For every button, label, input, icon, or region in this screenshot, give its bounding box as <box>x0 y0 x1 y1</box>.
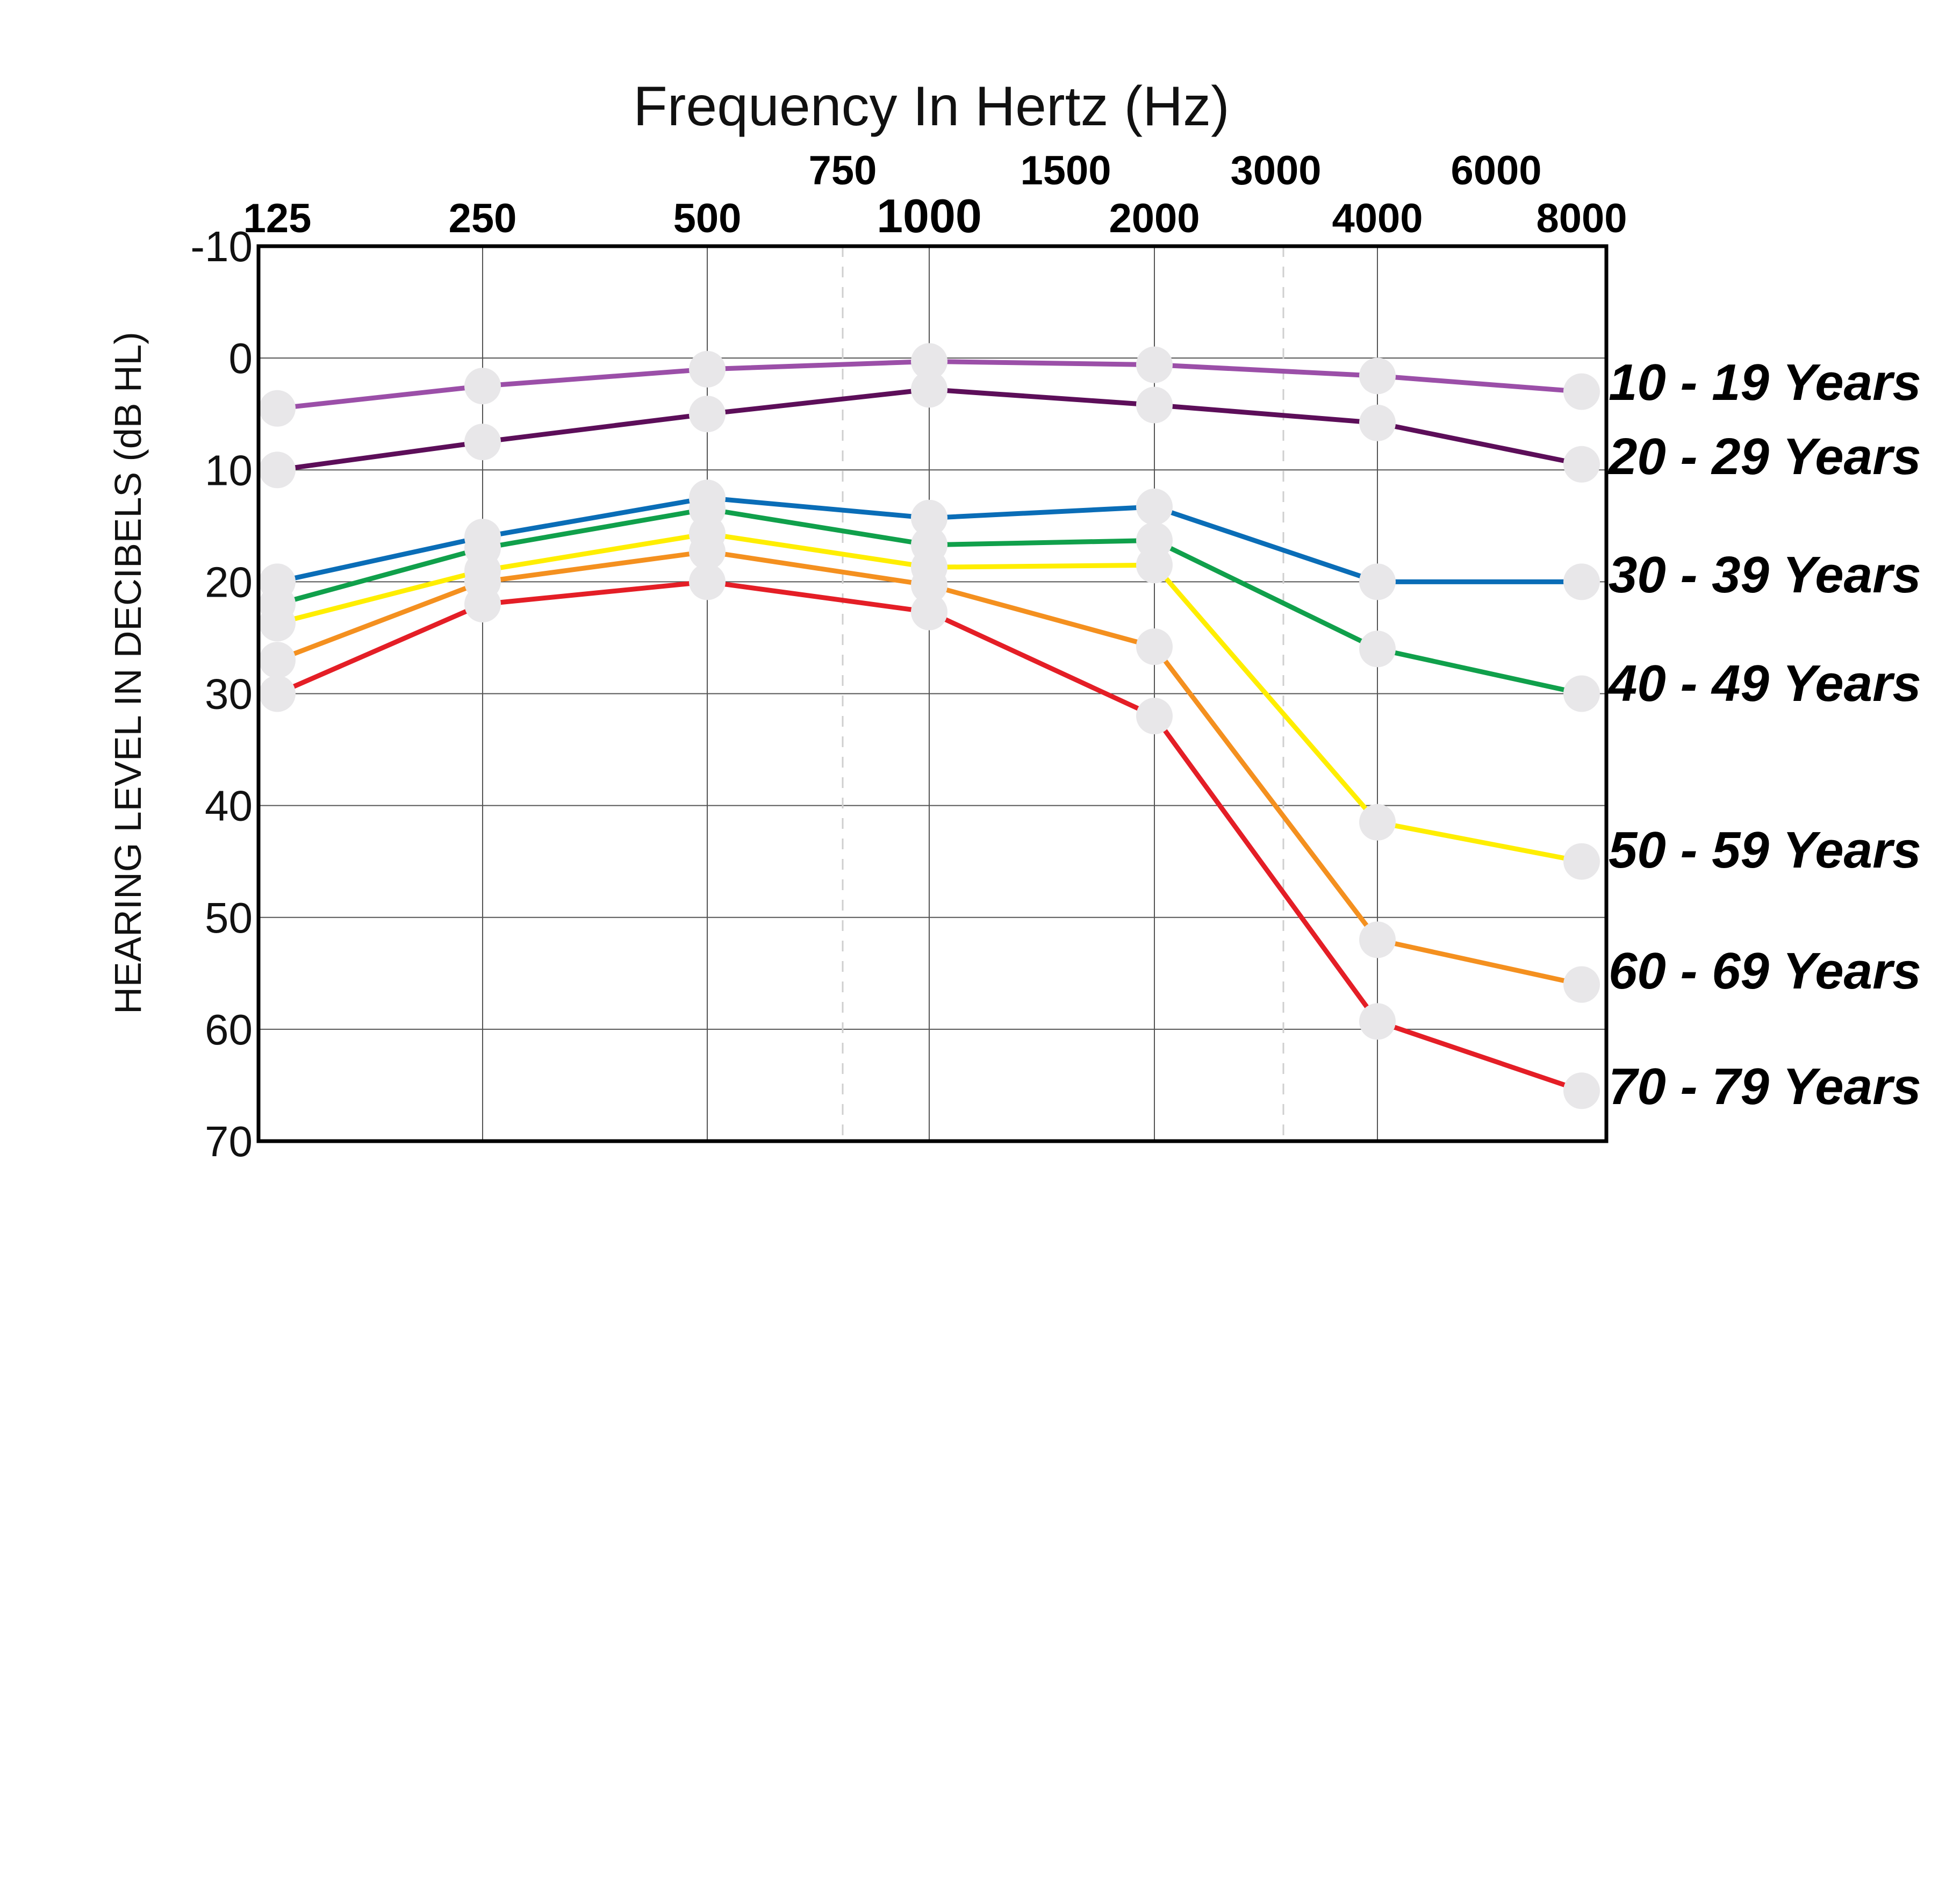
data-point <box>1136 698 1173 735</box>
plot-frame <box>256 244 1609 1143</box>
x-tick-label: 1000 <box>877 189 982 242</box>
x-tick-label: 125 <box>243 196 312 241</box>
data-point <box>1563 373 1600 410</box>
data-point <box>1359 631 1396 668</box>
x-tick-label: 250 <box>449 196 517 241</box>
data-point <box>1136 547 1173 584</box>
data-point <box>911 593 947 631</box>
y-tick-label: 30 <box>205 670 253 718</box>
data-point <box>1563 446 1600 483</box>
legend-entry: 30 - 39 Years <box>1609 546 1921 604</box>
data-point <box>689 350 726 388</box>
data-point <box>1136 488 1173 525</box>
y-tick-label: 20 <box>205 558 253 606</box>
legend-entry: 40 - 49 Years <box>1607 655 1921 712</box>
x-intermediate-tick-label: 750 <box>809 148 877 194</box>
data-point <box>1136 386 1173 424</box>
data-point <box>1563 1072 1600 1109</box>
data-point <box>259 452 296 489</box>
y-tick-label: 50 <box>205 894 253 942</box>
data-point <box>1136 628 1173 665</box>
y-tick-label: 40 <box>205 782 253 830</box>
data-point <box>1136 346 1173 383</box>
legend-entry: 60 - 69 Years <box>1609 942 1921 1000</box>
x-tick-label: 500 <box>673 196 742 241</box>
data-point <box>689 563 726 600</box>
data-point <box>259 642 296 679</box>
data-point <box>1359 1003 1396 1040</box>
legend-entry: 20 - 29 Years <box>1607 428 1921 485</box>
data-point <box>689 396 726 433</box>
axis-ticks: -10 0 10 20 30 40 50 60 70 125 250 500 1000 2000 4000 8… <box>190 148 1627 1165</box>
data-point <box>1563 966 1600 1003</box>
data-point <box>259 675 296 712</box>
data-point <box>1563 675 1600 712</box>
data-point <box>1359 563 1396 600</box>
x-tick-label: 8000 <box>1536 196 1627 241</box>
y-tick-label: -10 <box>190 223 253 270</box>
data-point <box>911 371 947 408</box>
data-point <box>911 499 947 536</box>
data-point <box>464 586 501 622</box>
legend: 10 - 19 Years 20 - 29 Years 30 - 39 Years 4… <box>1607 354 1921 1115</box>
y-tick-label: 0 <box>229 334 253 382</box>
data-point <box>464 368 501 405</box>
x-tick-label: 4000 <box>1332 196 1423 241</box>
x-intermediate-tick-label: 1500 <box>1020 148 1111 194</box>
data-point <box>911 343 947 380</box>
data-point <box>1563 843 1600 880</box>
legend-entry: 10 - 19 Years <box>1609 354 1921 411</box>
legend-entry: 70 - 79 Years <box>1609 1058 1921 1115</box>
data-point <box>259 390 296 427</box>
data-point <box>911 567 947 604</box>
legend-entry: 50 - 59 Years <box>1609 821 1921 879</box>
x-intermediate-tick-label: 6000 <box>1451 148 1541 194</box>
data-point <box>689 533 726 570</box>
data-point <box>464 424 501 461</box>
x-tick-label: 2000 <box>1109 196 1200 241</box>
data-series <box>259 343 1600 1109</box>
data-point <box>1359 357 1396 395</box>
x-intermediate-tick-label: 3000 <box>1230 148 1321 194</box>
y-tick-label: 70 <box>205 1117 253 1165</box>
data-point <box>1359 804 1396 841</box>
data-point <box>259 605 296 642</box>
y-axis-label: HEARING LEVEL IN DECIBELS (dB HL) <box>107 332 149 1014</box>
y-tick-label: 10 <box>205 446 253 494</box>
chart-title: Frequency In Hertz (Hz) <box>633 75 1230 138</box>
data-point <box>1359 404 1396 441</box>
y-tick-label: 60 <box>205 1006 253 1054</box>
data-point <box>1563 563 1600 600</box>
data-point <box>1359 921 1396 958</box>
data-markers <box>259 343 1600 1109</box>
